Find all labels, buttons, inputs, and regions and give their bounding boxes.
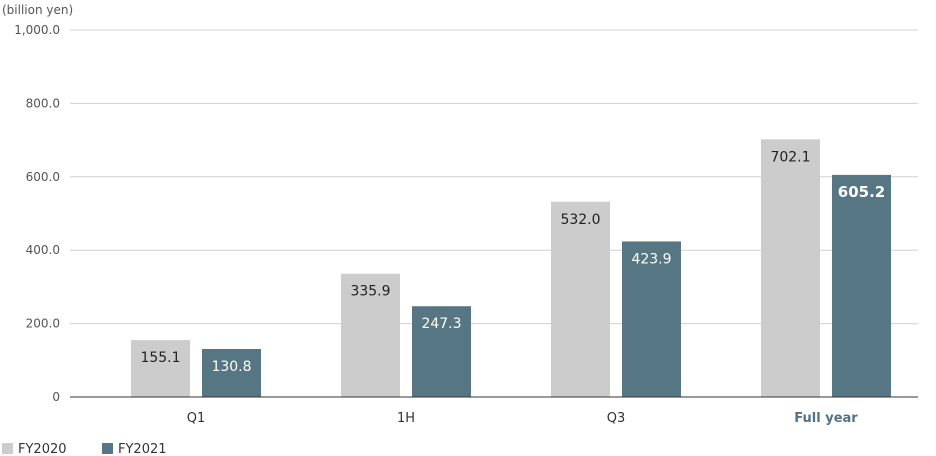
bar	[761, 139, 820, 398]
x-tick-label: Q1	[187, 411, 206, 426]
bar	[551, 201, 610, 397]
data-label: 532.0	[560, 212, 600, 228]
data-label: 155.1	[140, 350, 180, 366]
legend-label: FY2021	[118, 442, 167, 456]
data-label: 247.3	[421, 316, 461, 332]
bars: 155.1 130.8 335.9 247.3 532.0 423.9 702.1 605.2	[131, 139, 891, 398]
data-label: 335.9	[350, 284, 390, 300]
data-label: 130.8	[211, 359, 251, 375]
x-tick-label: 1H	[397, 411, 415, 426]
y-tick-label: 400.0	[26, 243, 60, 257]
legend-label: FY2020	[18, 442, 67, 456]
x-tick-label: Full year	[794, 411, 858, 426]
legend: FY2020 FY2021	[2, 442, 167, 456]
data-label: 702.1	[770, 149, 810, 165]
y-tick-label: 200.0	[26, 317, 60, 331]
y-tick-label: 1,000.0	[14, 23, 60, 37]
x-axis-ticks: Q1 1H Q3 Full year	[187, 411, 859, 426]
bar	[131, 340, 190, 397]
y-tick-label: 0	[52, 390, 60, 404]
bar	[341, 273, 400, 397]
bar	[622, 241, 681, 397]
bar	[832, 174, 891, 397]
legend-swatch	[102, 443, 113, 454]
data-label: 423.9	[631, 251, 671, 267]
legend-swatch	[2, 443, 13, 454]
data-label: 605.2	[838, 183, 885, 201]
bar	[202, 348, 261, 397]
bar	[412, 306, 471, 397]
x-tick-label: Q3	[607, 411, 626, 426]
y-tick-label: 600.0	[26, 170, 60, 184]
y-axis-ticks: 0 200.0 400.0 600.0 800.0 1,000.0	[14, 23, 60, 404]
unit-label: (billion yen)	[2, 3, 73, 17]
y-tick-label: 800.0	[26, 96, 60, 110]
